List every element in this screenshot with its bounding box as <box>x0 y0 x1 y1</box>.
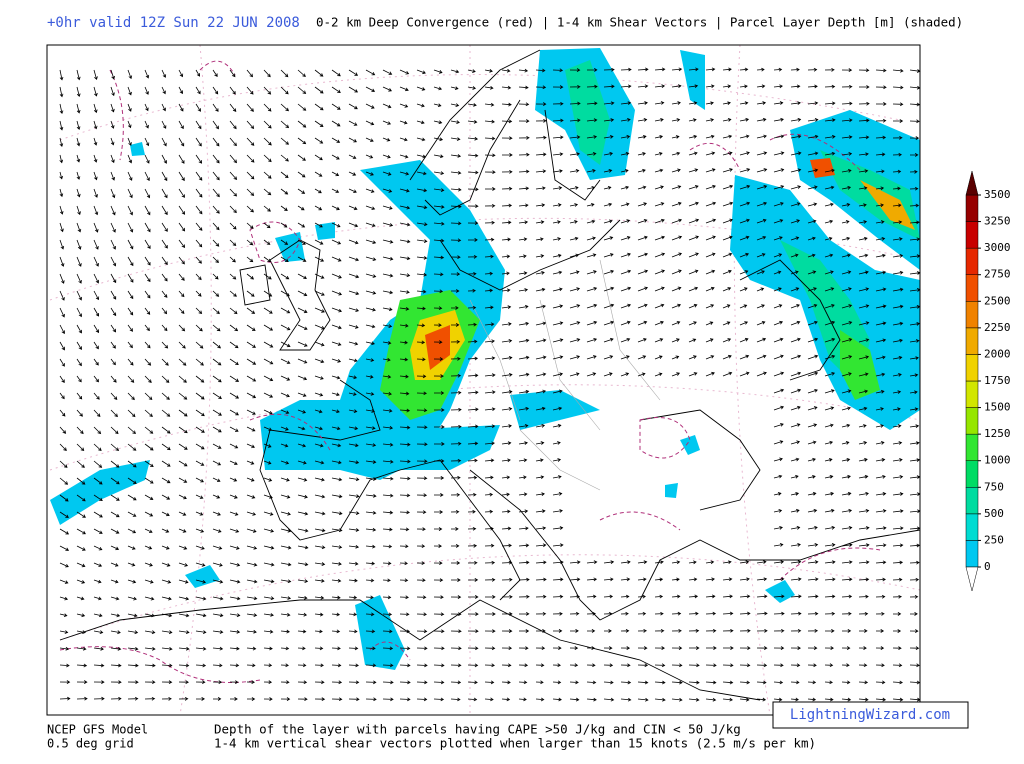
tick-label: 2750 <box>984 268 1011 281</box>
color-step <box>965 327 979 355</box>
borders <box>469 259 661 491</box>
parcel-depth-shading <box>50 48 920 670</box>
tick-label: 2250 <box>984 321 1011 334</box>
tick-label: 1500 <box>984 401 1011 414</box>
colorbar-cap <box>965 170 979 196</box>
tick-label: 750 <box>984 480 1004 493</box>
caption-line: Depth of the layer with parcels having C… <box>214 722 741 737</box>
color-step <box>965 301 979 329</box>
color-step <box>965 221 979 249</box>
caption-line: 1-4 km vertical shear vectors plotted wh… <box>214 736 816 751</box>
map-frame <box>46 44 921 716</box>
colorbar-cap <box>965 566 979 592</box>
color-step <box>965 380 979 408</box>
tick-label: 3250 <box>984 215 1011 228</box>
model-name: NCEP GFS Model <box>47 723 148 737</box>
tick-label: 250 <box>984 533 1004 546</box>
tick-label: 0 <box>984 560 991 573</box>
color-step <box>965 433 979 461</box>
map-area <box>47 45 920 715</box>
field-description: 0-2 km Deep Convergence (red) | 1-4 km S… <box>316 15 963 30</box>
badge: LightningWizard.com <box>790 707 950 723</box>
tick-label: 1000 <box>984 454 1011 467</box>
color-step <box>965 513 979 541</box>
shear-vectors <box>59 67 921 702</box>
tick-label: 3000 <box>984 241 1011 254</box>
coastlines <box>59 49 921 701</box>
colorbar: 0 250 500 750 1000 1250 1500 1750 2000 2250 2500 27… <box>965 170 1011 592</box>
color-step <box>965 247 979 275</box>
color-step <box>965 194 979 222</box>
badge-box <box>772 701 969 729</box>
map <box>46 44 921 716</box>
tick-label: 1750 <box>984 374 1011 387</box>
color-step <box>965 460 979 488</box>
color-step <box>965 487 979 515</box>
tick-label: 2000 <box>984 347 1011 360</box>
tick-label: 3500 <box>984 188 1011 201</box>
tick-label: 500 <box>984 507 1004 520</box>
grid-resolution: 0.5 deg grid <box>47 737 134 751</box>
color-step <box>965 354 979 382</box>
color-step <box>965 407 979 435</box>
tick-label: 1250 <box>984 427 1011 440</box>
color-step <box>965 540 979 568</box>
tick-label: 2500 <box>984 294 1011 307</box>
vector-field <box>59 67 921 702</box>
valid-time: +0hr valid 12Z Sun 22 JUN 2008 <box>47 15 300 31</box>
color-step <box>965 274 979 302</box>
